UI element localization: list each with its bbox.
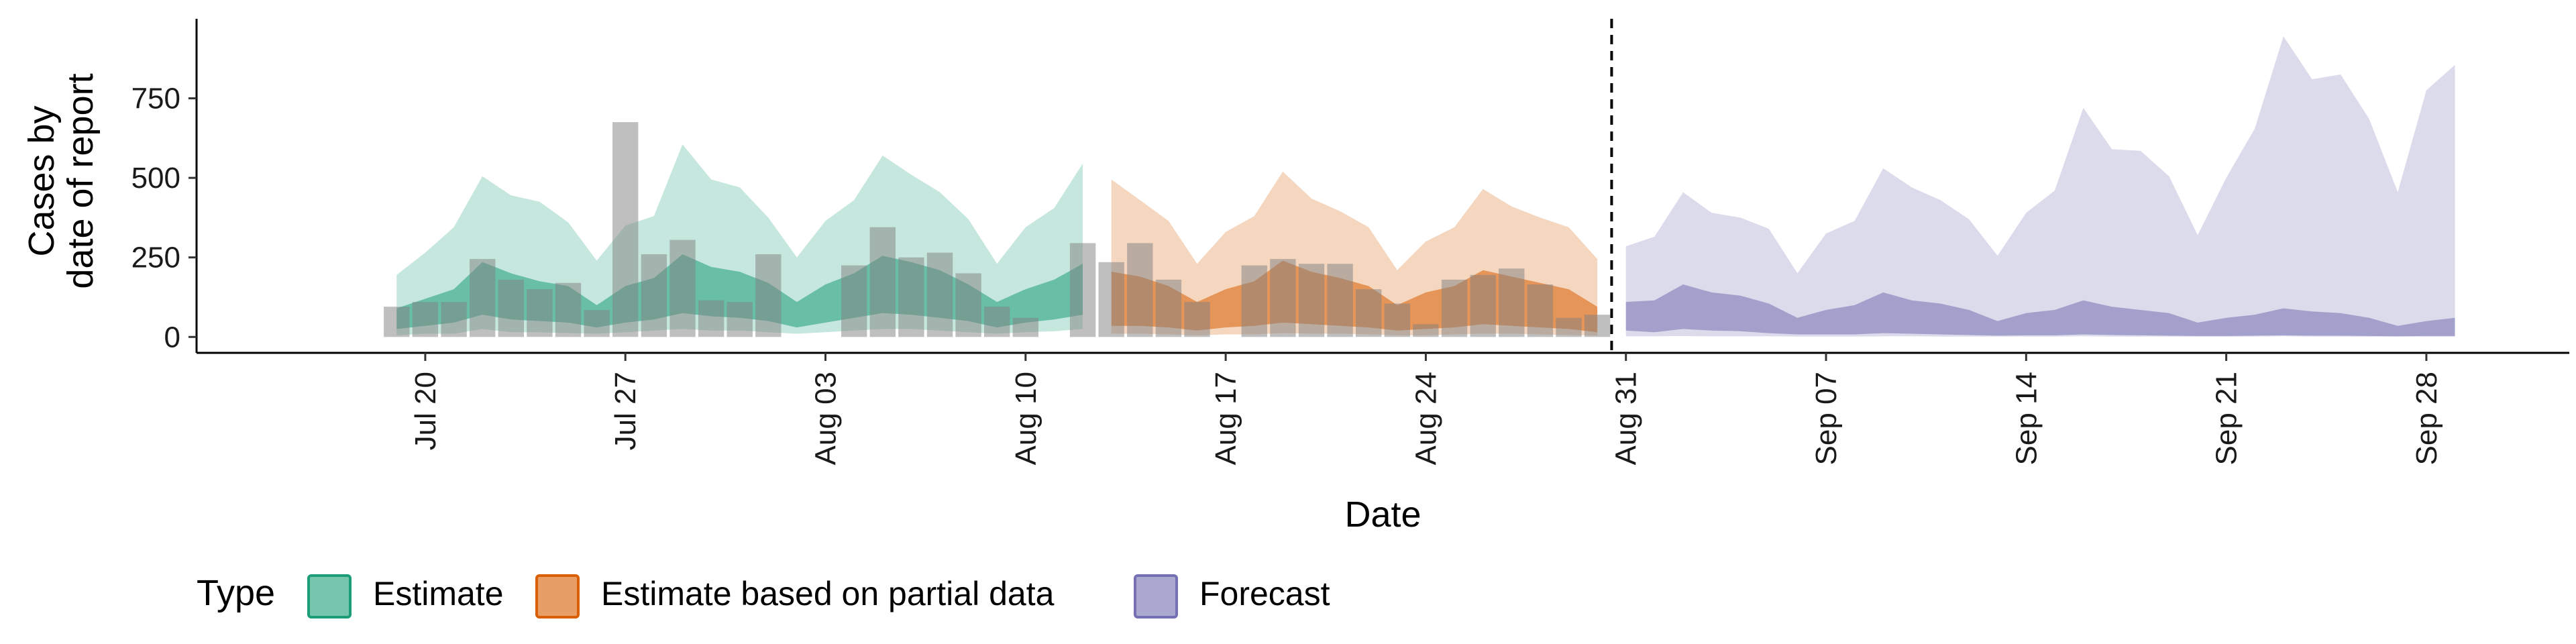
y-tick-label: 0 (164, 321, 180, 354)
observed-bar (498, 279, 524, 337)
x-tick-label: Aug 17 (1210, 372, 1242, 465)
observed-bar (898, 257, 924, 337)
observed-bar (698, 300, 724, 337)
observed-bar (441, 302, 467, 337)
observed-bar (612, 122, 639, 337)
x-axis-title: Date (1344, 494, 1421, 535)
observed-bar (584, 310, 610, 337)
observed-bar (1556, 317, 1582, 337)
observed-bar (1184, 302, 1210, 337)
observed-bar (727, 302, 753, 337)
observed-bar (1413, 324, 1439, 337)
observed-bar (1327, 264, 1353, 337)
legend-title: Type (197, 573, 275, 613)
observed-bar (1298, 264, 1325, 337)
legend-label: Estimate based on partial data (601, 575, 1055, 612)
x-tick-label: Aug 31 (1610, 372, 1643, 465)
observed-bar (641, 254, 667, 337)
observed-bar (926, 252, 953, 337)
observed-bar (869, 227, 896, 337)
ribbon-inner-forecast (1625, 284, 2455, 337)
observed-bar (555, 282, 582, 337)
y-tick-label: 250 (131, 241, 180, 274)
y-tick-label: 750 (131, 83, 180, 115)
observed-bar (1270, 259, 1296, 337)
legend-key (1134, 574, 1178, 619)
x-tick-label: Sep 14 (2010, 372, 2043, 465)
observed-bar (1241, 265, 1267, 337)
observed-bar (1155, 279, 1182, 337)
observed-bar (841, 265, 867, 337)
axes-layer: 0 250 500 750 Jul 20 Jul 27 Aug 03 Aug 10 Aug 17… (21, 19, 2569, 535)
y-axis-title-line: date of report (60, 73, 101, 288)
x-tick-label: Aug 10 (1010, 372, 1042, 465)
observed-bar (1384, 303, 1410, 337)
x-tick-label: Sep 07 (1810, 372, 1843, 465)
x-tick-label: Aug 03 (810, 372, 843, 465)
observed-bar (1356, 289, 1382, 337)
observed-bar (755, 254, 782, 337)
x-tick-label: Jul 27 (609, 372, 642, 450)
area-layer (396, 36, 2455, 337)
observed-bar (384, 307, 410, 337)
observed-bar (1098, 262, 1124, 337)
observed-bar (955, 273, 981, 337)
observed-bar (669, 239, 696, 337)
x-tick-label: Aug 24 (1409, 372, 1442, 465)
observed-bar (1527, 284, 1554, 337)
observed-bar (527, 289, 553, 337)
legend-label: Estimate (373, 575, 504, 612)
y-tick-label: 500 (131, 162, 180, 195)
observed-bar (1584, 315, 1611, 337)
bar-layer (384, 122, 1611, 337)
observed-bar (1127, 243, 1153, 337)
observed-bar (412, 302, 439, 337)
x-tick-label: Sep 21 (2210, 372, 2243, 465)
observed-bar (984, 307, 1010, 337)
y-axis-title: Cases bydate of report (21, 73, 101, 288)
legend-key (307, 574, 352, 619)
observed-bar (1441, 279, 1468, 337)
x-tick-label: Sep 28 (2410, 372, 2443, 465)
legend-label: Forecast (1199, 575, 1330, 612)
observed-bar (470, 259, 496, 337)
y-axis-title-line: Cases by (21, 105, 62, 256)
observed-bar (1499, 268, 1525, 337)
x-tick-label: Jul 20 (409, 372, 442, 450)
legend-key (535, 574, 580, 619)
legend: Type Estimate Estimate based on partial da… (197, 573, 1330, 619)
observed-bar (1012, 317, 1038, 337)
observed-bar (1069, 243, 1096, 337)
ribbon-outer-forecast (1625, 36, 2455, 337)
observed-bar (1470, 274, 1496, 337)
